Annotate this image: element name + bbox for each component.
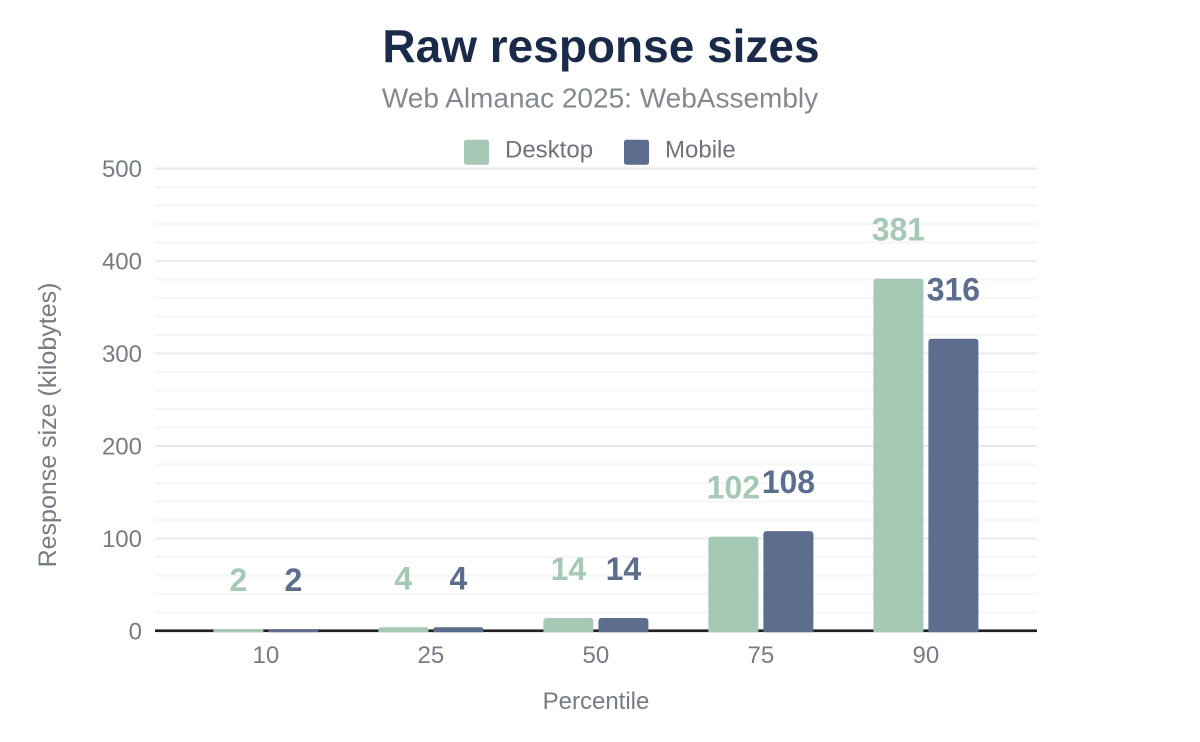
svg-text:Web Almanac 2025: WebAssembly: Web Almanac 2025: WebAssembly — [382, 83, 818, 114]
svg-text:75: 75 — [748, 642, 775, 669]
svg-text:4: 4 — [395, 560, 413, 596]
svg-text:108: 108 — [762, 464, 815, 500]
svg-text:381: 381 — [872, 212, 925, 248]
svg-text:316: 316 — [927, 272, 980, 308]
svg-text:4: 4 — [450, 560, 468, 596]
svg-text:300: 300 — [102, 341, 142, 368]
svg-text:2: 2 — [285, 562, 303, 598]
svg-text:2: 2 — [230, 562, 248, 598]
svg-text:400: 400 — [102, 249, 142, 276]
svg-text:Desktop: Desktop — [505, 136, 593, 163]
svg-text:102: 102 — [707, 470, 760, 506]
svg-text:Percentile: Percentile — [543, 688, 650, 715]
svg-text:50: 50 — [583, 642, 610, 669]
svg-text:Raw response sizes: Raw response sizes — [382, 20, 819, 72]
svg-text:Mobile: Mobile — [665, 136, 736, 163]
svg-text:14: 14 — [606, 551, 642, 587]
svg-text:10: 10 — [253, 642, 280, 669]
svg-text:Response size (kilobytes): Response size (kilobytes) — [34, 283, 62, 568]
svg-text:90: 90 — [913, 642, 940, 669]
svg-text:200: 200 — [102, 434, 142, 461]
svg-text:0: 0 — [129, 619, 142, 646]
svg-text:14: 14 — [551, 551, 587, 587]
svg-text:25: 25 — [418, 642, 445, 669]
svg-text:500: 500 — [102, 156, 142, 183]
svg-text:100: 100 — [102, 526, 142, 553]
